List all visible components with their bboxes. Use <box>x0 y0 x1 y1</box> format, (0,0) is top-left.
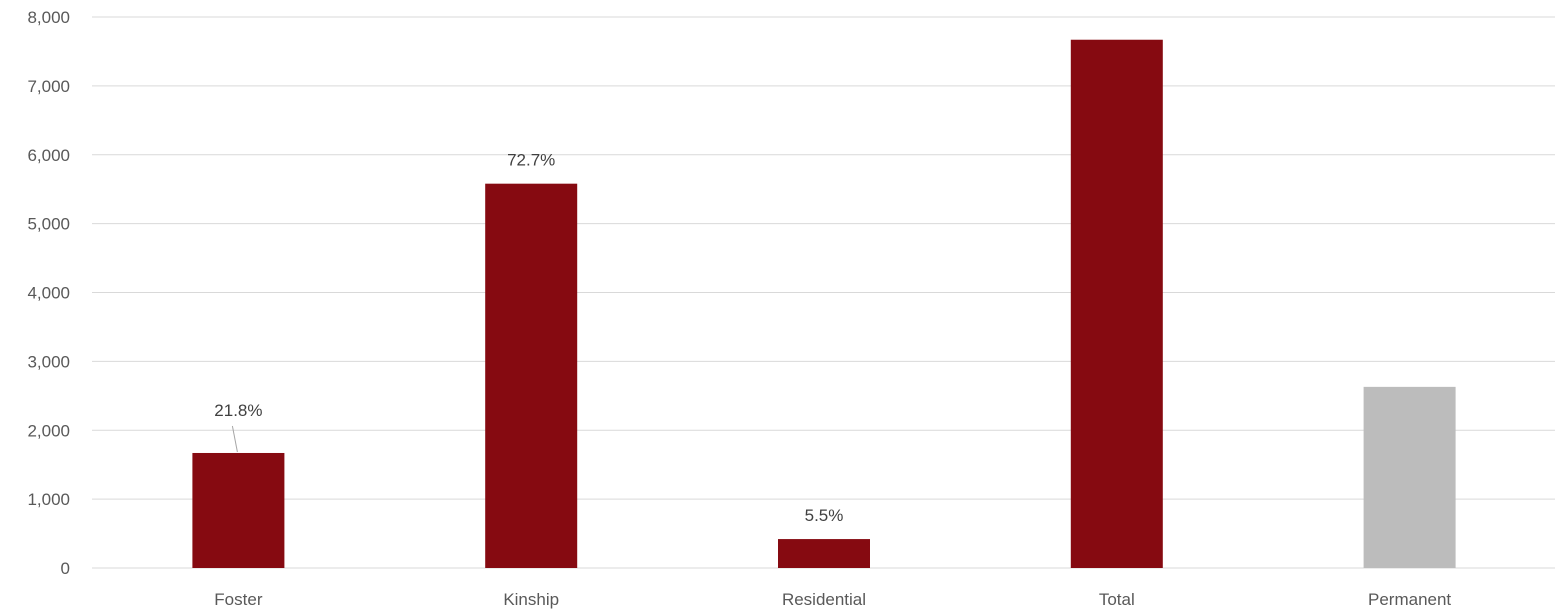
bar-permanent <box>1363 386 1456 568</box>
bar-total <box>1070 39 1163 568</box>
y-tick-label: 0 <box>61 559 70 578</box>
data-labels: 21.8% 72.7% 5.5% <box>214 151 843 525</box>
y-tick-label: 5,000 <box>27 215 70 234</box>
bar-foster <box>192 452 285 568</box>
data-label-kinship: 72.7% <box>507 151 555 170</box>
bar-residential <box>778 539 870 568</box>
y-axis-tick-labels: 0 1,000 2,000 3,000 4,000 5,000 6,000 7,000 8,00… <box>27 8 70 578</box>
y-tick-label: 3,000 <box>27 352 70 371</box>
y-tick-label: 1,000 <box>27 490 70 509</box>
y-tick-label: 8,000 <box>27 8 70 27</box>
gridlines <box>92 16 1555 569</box>
x-category-label: Residential <box>782 590 866 609</box>
y-tick-label: 2,000 <box>27 421 70 440</box>
y-tick-label: 4,000 <box>27 284 70 303</box>
y-tick-label: 6,000 <box>27 146 70 165</box>
y-tick-label: 7,000 <box>27 77 70 96</box>
data-label-leader-line <box>231 425 238 453</box>
data-label-residential: 5.5% <box>805 506 844 525</box>
x-category-label: Foster <box>214 590 263 609</box>
x-category-label: Permanent <box>1368 590 1451 609</box>
data-label-foster: 21.8% <box>214 401 262 420</box>
bars <box>192 39 1456 569</box>
x-axis-category-labels: Foster Kinship Residential Total Permanent <box>214 590 1451 609</box>
bar-kinship <box>485 183 578 569</box>
x-category-label: Kinship <box>503 590 559 609</box>
x-category-label: Total <box>1099 590 1135 609</box>
